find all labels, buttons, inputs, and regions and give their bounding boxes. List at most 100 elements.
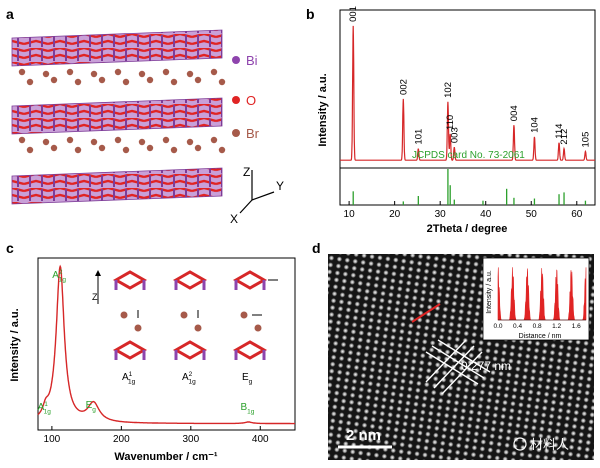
inset-x-tick-label: 1.6: [572, 323, 581, 330]
bi-o-unit: [114, 280, 146, 290]
br-atom: [42, 70, 50, 78]
br-atom: [186, 138, 194, 146]
bi-o-unit: [232, 270, 268, 290]
bi-o-unit: [234, 350, 266, 360]
br-atom: [66, 68, 74, 76]
br-atom: [90, 138, 98, 146]
br-atom: [138, 70, 146, 78]
watermark-text: 材料人: [530, 437, 569, 452]
xrd-peak-label: 104: [529, 117, 540, 133]
mode-label: Eg: [242, 372, 253, 386]
bi-o-unit: [112, 270, 148, 290]
bi-o-unit: [172, 270, 208, 290]
br-atom: [194, 76, 202, 84]
line-profile-marker: [411, 303, 441, 323]
bi-o-unit: [114, 350, 146, 360]
br-label: Br: [246, 126, 260, 141]
br-atom: [50, 76, 58, 84]
bi-o-unit: [232, 340, 268, 360]
br-atom: [180, 311, 188, 319]
z-axis-arrowhead: [95, 270, 101, 276]
br-atom: [218, 78, 226, 86]
raman-x-tick-label: 400: [252, 434, 269, 445]
axis-x-label: X: [230, 212, 238, 226]
br-atom: [170, 146, 178, 154]
br-legend: Br: [232, 126, 260, 141]
bi-o-unit: [174, 280, 206, 290]
xrd-peak-label: 101: [413, 129, 424, 145]
bi-o-unit: [174, 350, 206, 360]
raman-x-tick-label: 300: [182, 434, 199, 445]
br-atom: [98, 144, 106, 152]
br-atom: [18, 136, 26, 144]
bi-legend: Bi: [232, 53, 258, 68]
br-atom: [74, 78, 82, 86]
axis-y-label: Y: [276, 179, 284, 193]
raman-x-tick-label: 200: [113, 434, 130, 445]
jcpds-reference-label: JCPDS card No. 73-2061: [412, 150, 525, 161]
br-atom: [146, 144, 154, 152]
br-atom: [66, 136, 74, 144]
scale-bar-label: 2 nm: [346, 427, 381, 444]
br-atom: [210, 136, 218, 144]
bi-o-layer: [11, 97, 223, 135]
br-atom: [114, 136, 122, 144]
bi-label: Bi: [246, 53, 258, 68]
br-atom: [114, 68, 122, 76]
mode-label: A1 1g: [122, 371, 136, 386]
br-atom: [18, 68, 26, 76]
xrd-frame: [339, 9, 596, 206]
br-atom: [42, 138, 50, 146]
bi-o-unit: [172, 340, 208, 360]
inset-y-axis-label: Intensity / a.u.: [486, 270, 493, 314]
br-atom: [162, 68, 170, 76]
mode-label: A2 1g: [182, 371, 196, 386]
inset-x-tick-label: 0.4: [513, 323, 522, 330]
br-atom: [138, 138, 146, 146]
br-atom: [186, 70, 194, 78]
br-atom: [134, 324, 142, 332]
raman-peak-label: A1 1g: [38, 401, 52, 416]
br-atom: [74, 146, 82, 154]
inset-profile-line: [497, 267, 587, 321]
br-atom: [162, 136, 170, 144]
xrd-series-line: [340, 25, 595, 161]
xrd-x-tick-label: 30: [435, 209, 447, 220]
crystal-structure-figure: Bi O Br Z Y X: [11, 29, 284, 226]
raman-peak-label: Eg: [86, 400, 97, 414]
inset-x-axis-label: Distance / nm: [519, 333, 562, 340]
br-atom: [146, 76, 154, 84]
raman-x-tick-label: 100: [44, 434, 61, 445]
panel-label-d: d: [312, 240, 321, 256]
xrd-x-tick-label: 20: [389, 209, 401, 220]
br-atom: [218, 146, 226, 154]
xrd-peak-label: 002: [398, 79, 409, 95]
lattice-fringe-marks: [425, 339, 491, 395]
br-atom: [120, 311, 128, 319]
watermark: 材料人: [513, 437, 569, 452]
xrd-peak-label: 102: [443, 82, 454, 98]
xrd-peak-label: 105: [580, 132, 591, 148]
br-atom: [170, 78, 178, 86]
br-atom: [210, 68, 218, 76]
xrd-x-axis-label: 2Theta / degree: [427, 223, 508, 235]
bi-o-unit: [112, 340, 148, 360]
raman-frame: [37, 257, 296, 431]
axis-triad: [239, 170, 275, 214]
br-atom: [26, 78, 34, 86]
br-atom: [90, 70, 98, 78]
axis-z-label: Z: [243, 165, 250, 179]
d-spacing-label: 0.277 nm: [461, 359, 511, 373]
raman-chart: 100 200 300 400 A1 1g A2 1g Eg B1g Z A1 1g A2 1g Eg W…: [9, 257, 296, 463]
o-legend: O: [232, 93, 256, 108]
br-atom: [254, 324, 262, 332]
br-atom: [122, 78, 130, 86]
br-atom: [122, 146, 130, 154]
xrd-x-tick-label: 60: [571, 209, 583, 220]
panel-label-b: b: [306, 6, 315, 22]
raman-y-axis-label: Intensity / a.u.: [9, 308, 21, 381]
xrd-y-axis-label: Intensity / a.u.: [317, 73, 329, 146]
xrd-x-tick-label: 40: [480, 209, 492, 220]
bi-o-layer: [11, 29, 223, 67]
br-atom: [194, 324, 202, 332]
